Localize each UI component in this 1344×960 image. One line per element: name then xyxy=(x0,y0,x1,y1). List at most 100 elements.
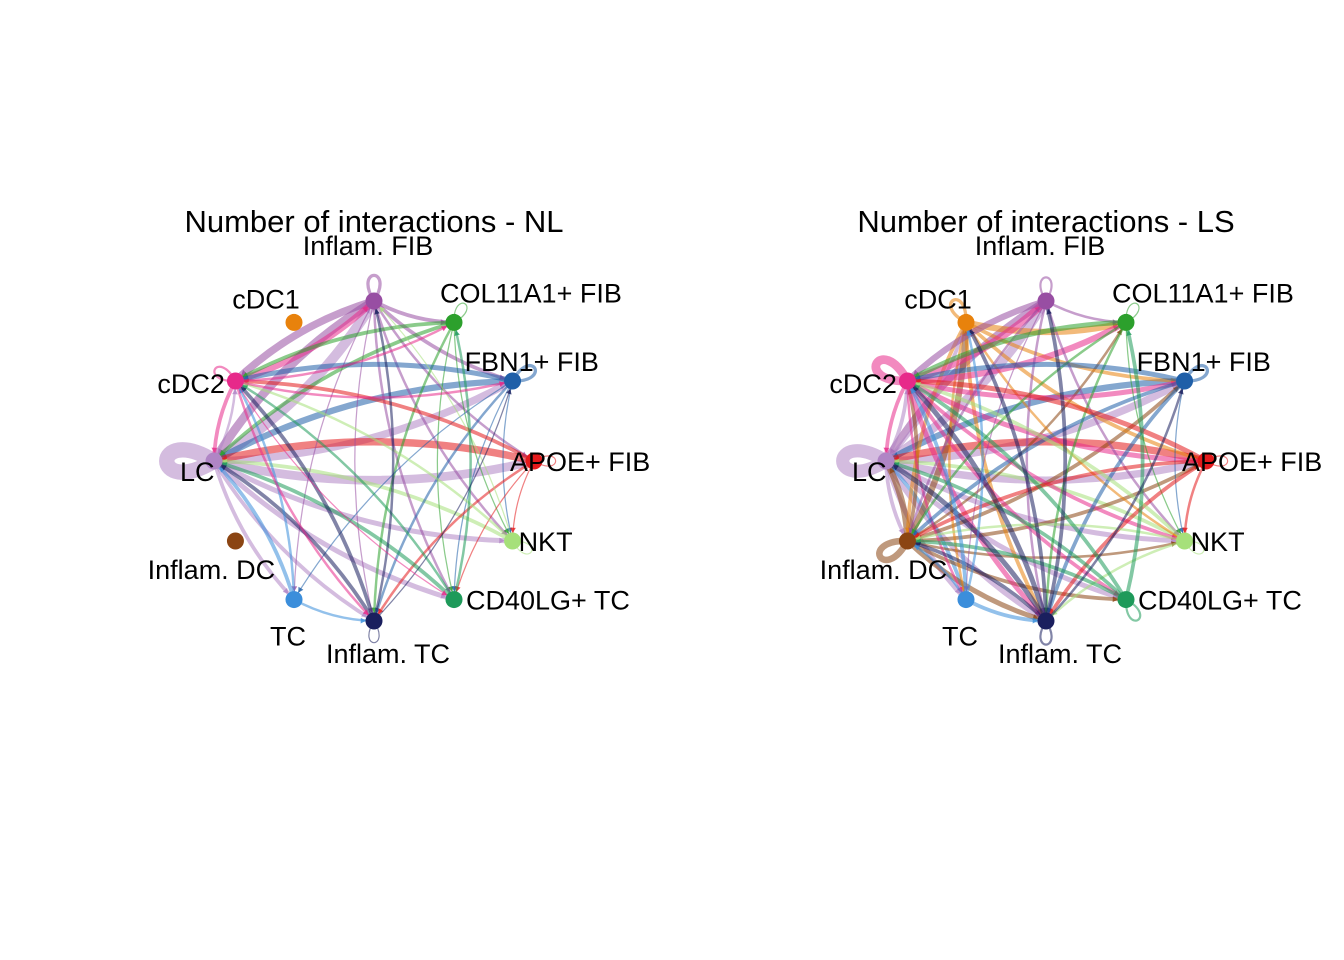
panel-title-ls: Number of interactions - LS xyxy=(857,204,1234,239)
edge-apoe-fib-to-inflam-dc xyxy=(905,459,1208,543)
arrowhead-lc-to-inflam-dc xyxy=(898,527,904,534)
node-tc xyxy=(285,591,303,609)
self-loops-ls xyxy=(836,276,1229,646)
edge-inflam-tc-to-fbn1-fib xyxy=(373,380,514,622)
self-loop-inflam-tc xyxy=(368,620,380,644)
arrowhead-inflam-tc-to-fbn1-fib xyxy=(1178,388,1184,395)
edge-cd40lg-tc-to-cdc2 xyxy=(234,379,456,601)
node-nkt xyxy=(1176,532,1194,550)
arrowhead-lc-to-inflam-tc xyxy=(361,611,368,617)
arrowhead-col11a1-fib-to-lc xyxy=(219,449,226,456)
panel-ls: Number of interactions - LS Inflam. FIBC… xyxy=(820,204,1323,669)
node-label-inflam-tc: Inflam. TC xyxy=(326,639,450,669)
edge-cdc2-to-cd40lg-tc xyxy=(905,379,1128,602)
self-loop-col11a1-fib xyxy=(453,302,468,324)
node-col11a1-fib xyxy=(445,313,463,331)
node-apoe-fib xyxy=(1197,452,1215,470)
node-apoe-fib xyxy=(525,452,543,470)
edge-nkt-to-inflam-dc xyxy=(906,523,1186,543)
self-loop-apoe-fib xyxy=(1205,455,1229,467)
node-inflam-fib xyxy=(365,292,383,310)
node-label-tc: TC xyxy=(270,622,306,652)
arrowhead-tc-to-cdc1 xyxy=(966,330,972,337)
arrowhead-inflam-tc-to-inflam-fib xyxy=(374,308,380,315)
edge-inflam-fib-to-cdc2 xyxy=(231,297,378,385)
edge-inflam-tc-to-inflam-fib xyxy=(372,299,395,623)
nodes-nl xyxy=(205,292,543,630)
node-nkt xyxy=(504,532,522,550)
edge-cd40lg-tc-to-inflam-dc xyxy=(905,539,1128,602)
node-label-cdc2: cDC2 xyxy=(829,369,897,399)
edge-fbn1-fib-to-cdc2 xyxy=(232,361,516,384)
edge-inflam-tc-to-cdc1 xyxy=(964,320,1048,623)
node-inflam-tc xyxy=(365,612,383,630)
edge-lc-to-nkt xyxy=(211,458,516,544)
self-loop-cdc1 xyxy=(948,298,968,325)
self-loop-apoe-fib xyxy=(533,455,557,467)
self-loop-cdc2 xyxy=(213,365,237,383)
arrowhead-lc-to-cdc2 xyxy=(232,388,238,395)
node-label-inflam-fib: Inflam. FIB xyxy=(975,231,1106,261)
edge-inflam-fib-to-inflam-tc xyxy=(354,300,375,622)
edge-inflam-dc-to-col11a1-fib xyxy=(906,321,1128,543)
node-label-cdc1: cDC1 xyxy=(904,284,972,314)
edge-tc-to-cdc1 xyxy=(964,321,984,601)
edge-nkt-to-inflam-fib xyxy=(373,300,514,542)
self-loop-nkt xyxy=(511,540,533,555)
arrowhead-col11a1-fib-to-inflam-dc xyxy=(911,528,917,535)
edge-inflam-tc-to-inflam-dc xyxy=(905,539,1048,623)
arrowhead-cdc2-to-lc xyxy=(883,447,890,454)
node-label-inflam-dc: Inflam. DC xyxy=(148,555,276,585)
edge-inflam-fib-to-nkt xyxy=(1044,299,1186,543)
edge-inflam-tc-to-fbn1-fib xyxy=(1044,379,1186,623)
self-loop-inflam-tc xyxy=(1039,619,1053,646)
node-cdc1 xyxy=(957,313,975,331)
edge-inflam-fib-to-inflam-dc xyxy=(906,299,1048,543)
arrowhead-cdc2-to-fbn1-fib xyxy=(498,381,505,387)
edge-nkt-to-cdc2 xyxy=(234,379,514,543)
edge-apoe-fib-to-lc xyxy=(882,438,1210,465)
arrowhead-apoe-fib-to-inflam-tc xyxy=(378,608,384,615)
node-label-apoe-fib: APOE+ FIB xyxy=(1182,447,1322,477)
edge-col11a1-fib-to-cdc2 xyxy=(233,320,456,383)
edge-cdc2-to-cd40lg-tc xyxy=(234,380,455,601)
panel-title-nl: Number of interactions - NL xyxy=(184,204,563,239)
node-label-lc: LC xyxy=(852,457,887,487)
edge-lc-to-inflam-tc xyxy=(212,459,376,623)
arrowhead-inflam-tc-to-lc xyxy=(892,465,899,471)
edge-fbn1-fib-to-lc xyxy=(210,377,516,465)
node-label-cd40lg-tc: CD40LG+ TC xyxy=(1138,586,1302,616)
edge-nkt-to-lc xyxy=(212,459,515,543)
edge-lc-to-cd40lg-tc xyxy=(211,458,457,603)
node-fbn1-fib xyxy=(1176,372,1194,390)
nodes-ls xyxy=(877,292,1215,630)
arrowhead-lc-to-nkt xyxy=(499,537,505,544)
edge-tc-to-cdc2 xyxy=(905,379,968,602)
edge-cdc2-to-apoe-fib xyxy=(904,378,1209,464)
arrowhead-apoe-fib-to-nkt xyxy=(510,527,516,534)
edge-inflam-dc-to-fbn1-fib xyxy=(905,379,1187,543)
self-loop-cdc2 xyxy=(871,355,912,386)
edge-fbn1-fib-to-nkt xyxy=(502,380,514,542)
node-label-col11a1-fib: COL11A1+ FIB xyxy=(1112,278,1294,308)
edge-inflam-tc-to-lc xyxy=(883,458,1049,624)
arrowhead-inflam-dc-to-cd40lg-tc xyxy=(1112,596,1119,603)
node-inflam-tc xyxy=(1037,612,1055,630)
edge-col11a1-fib-to-inflam-tc xyxy=(1044,321,1128,623)
edge-apoe-fib-to-cd40lg-tc xyxy=(453,460,535,601)
edge-cd40lg-tc-to-col11a1-fib xyxy=(1124,320,1145,602)
node-label-inflam-dc: Inflam. DC xyxy=(820,555,948,585)
node-cdc2 xyxy=(898,372,916,390)
edge-lc-to-apoe-fib xyxy=(209,456,539,485)
arrowhead-lc-to-apoe-fib xyxy=(520,461,527,467)
self-loop-cd40lg-tc xyxy=(1124,598,1142,622)
node-label-cd40lg-tc: CD40LG+ TC xyxy=(466,586,630,616)
edge-cd40lg-tc-to-lc xyxy=(212,459,456,602)
node-label-apoe-fib: APOE+ FIB xyxy=(510,447,650,477)
node-label-inflam-fib: Inflam. FIB xyxy=(303,231,434,261)
node-label-tc: TC xyxy=(942,622,978,652)
node-label-fbn1-fib: FBN1+ FIB xyxy=(1137,347,1271,377)
edge-apoe-fib-to-lc xyxy=(210,438,538,465)
edge-fbn1-fib-to-inflam-tc xyxy=(372,379,514,623)
